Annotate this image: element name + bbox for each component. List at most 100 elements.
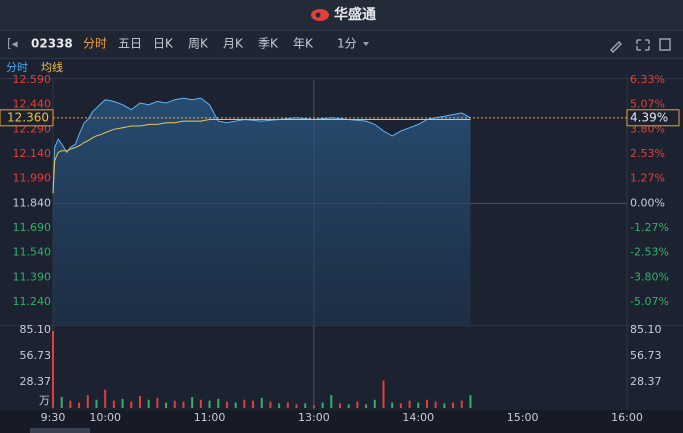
series-line bbox=[52, 119, 471, 194]
volume-bar bbox=[330, 395, 333, 408]
volume-bar bbox=[112, 400, 115, 408]
fullscreen-icon[interactable] bbox=[636, 39, 650, 51]
volume-bar bbox=[217, 398, 220, 408]
y-tick-label: 12.440 bbox=[13, 98, 52, 111]
y-tick-label: 12.140 bbox=[13, 147, 52, 160]
volume-bar bbox=[434, 401, 437, 408]
volume-bar bbox=[269, 401, 272, 408]
volume-bar bbox=[121, 398, 124, 408]
volume-bar bbox=[199, 399, 202, 408]
scroll-slider[interactable] bbox=[30, 428, 90, 433]
volume-tick-label: 28.37 bbox=[630, 375, 662, 388]
brand: 华盛通 bbox=[334, 6, 376, 23]
indicator-label[interactable]: 均线 bbox=[41, 60, 63, 74]
volume-tick-label: 56.73 bbox=[630, 349, 662, 362]
volume-bar bbox=[356, 401, 359, 408]
volume-bar bbox=[286, 402, 289, 408]
volume-bar bbox=[191, 397, 194, 408]
y2-tick-label: -5.07% bbox=[630, 295, 669, 308]
volume-bar bbox=[460, 400, 463, 408]
period-tab[interactable]: 日K bbox=[153, 37, 174, 51]
volume-tick-label: 85.10 bbox=[20, 323, 52, 336]
x-tick-label: 10:00 bbox=[89, 411, 121, 424]
volume-bar bbox=[469, 395, 472, 408]
volume-bar bbox=[382, 380, 385, 408]
header-bar bbox=[0, 0, 683, 30]
volume-bar bbox=[243, 399, 246, 408]
logo bbox=[311, 9, 329, 21]
volume-bar bbox=[304, 403, 307, 408]
volume-bar bbox=[182, 401, 185, 408]
period-tab[interactable]: 月K bbox=[223, 37, 244, 51]
volume-bar bbox=[69, 400, 72, 408]
volume-bar bbox=[408, 400, 411, 408]
dropdown-arrow[interactable] bbox=[363, 42, 369, 46]
y2-tick-label: -3.80% bbox=[630, 270, 669, 283]
toolbar bbox=[0, 30, 683, 58]
y-tick-label: 11.240 bbox=[13, 295, 52, 308]
volume-tick-label: 28.37 bbox=[20, 375, 52, 388]
x-tick-label: 15:00 bbox=[507, 411, 539, 424]
y-tick-label: 11.540 bbox=[13, 246, 52, 259]
x-tick-label: 16:00 bbox=[611, 411, 643, 424]
volume-bar bbox=[147, 399, 150, 408]
volume-bar bbox=[86, 395, 89, 408]
x-tick-label: 9:30 bbox=[41, 411, 66, 424]
last-price-box bbox=[0, 109, 54, 127]
y-tick-label: 11.690 bbox=[13, 221, 52, 234]
volume-bar bbox=[373, 399, 376, 408]
interval-select[interactable]: 1分 bbox=[337, 37, 357, 51]
volume-bar bbox=[130, 401, 133, 408]
tool-icons bbox=[609, 38, 671, 54]
y-tick-label: 11.390 bbox=[13, 270, 52, 283]
volume-tick-label: 85.10 bbox=[630, 323, 662, 336]
volume-bar bbox=[339, 403, 341, 408]
settings-icon[interactable] bbox=[659, 38, 671, 51]
volume-bar bbox=[225, 401, 228, 408]
draw-icon[interactable] bbox=[609, 40, 623, 54]
volume-bar bbox=[60, 397, 63, 408]
volume-bar bbox=[234, 402, 237, 408]
volume-bar bbox=[208, 400, 211, 408]
volume-bar bbox=[452, 402, 455, 408]
volume-bar bbox=[173, 400, 176, 408]
volume-bar bbox=[321, 402, 324, 408]
volume-tick-label: 56.73 bbox=[20, 349, 52, 362]
y2-tick-label: 2.53% bbox=[630, 147, 665, 160]
x-axis-bar bbox=[0, 410, 683, 433]
y2-tick-label: 0.00% bbox=[630, 196, 665, 209]
volume-bar bbox=[399, 403, 402, 408]
volume-bar bbox=[156, 397, 159, 408]
volume-bar bbox=[95, 399, 98, 408]
volume-bar bbox=[417, 402, 420, 408]
period-tab[interactable]: 年K bbox=[293, 37, 314, 51]
x-tick-label: 13:00 bbox=[298, 411, 330, 424]
volume-bar bbox=[391, 402, 394, 408]
y-tick-label: 11.840 bbox=[13, 196, 52, 209]
period-tab[interactable]: 季K bbox=[258, 37, 279, 51]
x-tick-label: 11:00 bbox=[194, 411, 226, 424]
volume-bar bbox=[365, 404, 368, 408]
period-tab[interactable]: 五日 bbox=[118, 37, 142, 51]
volume-unit: 万 bbox=[39, 394, 50, 407]
price-area bbox=[53, 98, 471, 325]
y2-tick-label: 6.33% bbox=[630, 73, 665, 86]
volume-bar bbox=[165, 402, 168, 408]
indicator-label[interactable]: 分时 bbox=[6, 61, 28, 74]
volume-bar bbox=[443, 403, 446, 408]
y2-tick-label: 1.27% bbox=[630, 172, 665, 185]
series-line bbox=[52, 97, 471, 194]
volume-bar bbox=[425, 399, 428, 408]
volume-bar bbox=[138, 396, 141, 408]
collapse-icon[interactable]: [◂ bbox=[7, 37, 18, 51]
last-price-label: 12.360 bbox=[7, 110, 49, 124]
x-tick-label: 14:00 bbox=[402, 411, 434, 424]
period-tab[interactable]: 周K bbox=[188, 37, 209, 51]
y2-tick-label: -1.27% bbox=[630, 221, 669, 234]
y-tick-label: 11.990 bbox=[13, 172, 52, 185]
volume-bar bbox=[104, 389, 107, 408]
volume-bar bbox=[52, 331, 54, 408]
period-tab[interactable]: 分时 bbox=[83, 37, 107, 51]
volume-bar bbox=[252, 400, 255, 408]
